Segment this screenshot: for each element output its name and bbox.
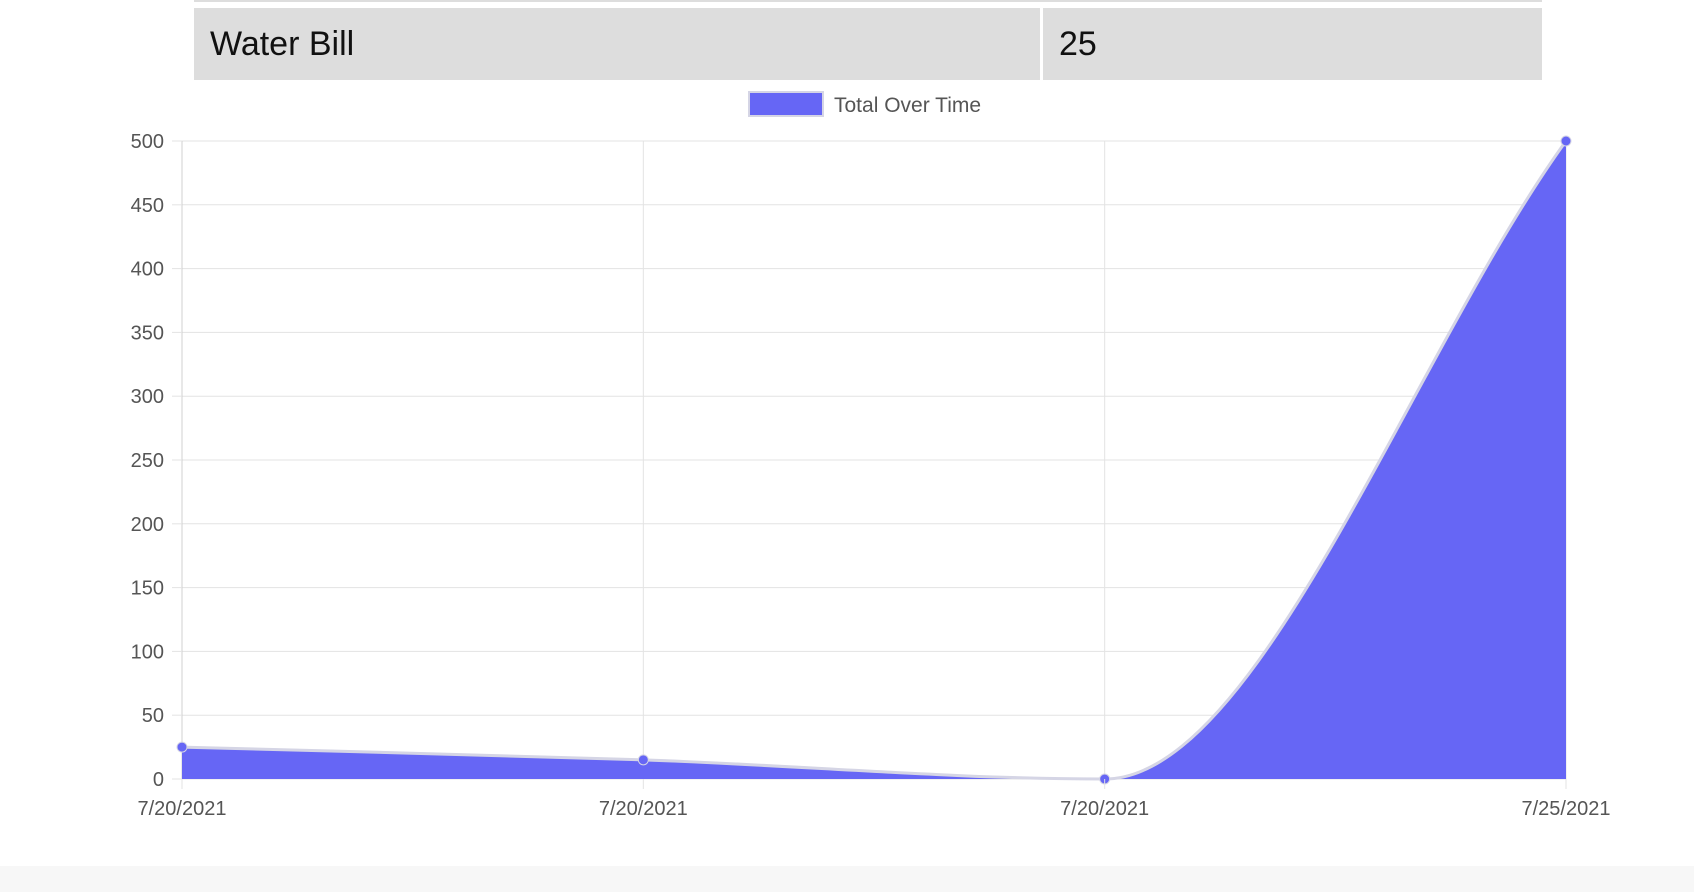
- x-tick-label: 7/20/2021: [1060, 798, 1149, 820]
- y-tick-label: 50: [142, 705, 164, 727]
- table-cell-name: Water Bill: [194, 8, 1040, 80]
- data-point[interactable]: [637, 754, 649, 766]
- chart-container: 0 50 100 150 200 250 300 350 400 450 500 7/20/2021…: [0, 80, 1694, 840]
- y-tick-label: 250: [131, 450, 164, 472]
- y-tick-label: 400: [131, 259, 164, 281]
- y-tick-label: 0: [153, 769, 164, 791]
- y-tick-label: 500: [131, 131, 164, 153]
- y-axis-ticks: 0 50 100 150 200 250 300 350 400 450 500: [131, 131, 182, 791]
- legend[interactable]: Total Over Time: [748, 91, 981, 117]
- x-tick-label: 7/25/2021: [1522, 798, 1611, 820]
- x-axis-ticks: 7/20/2021 7/20/2021 7/20/2021 7/25/2021: [138, 779, 1611, 820]
- data-points: [176, 135, 1572, 785]
- legend-swatch[interactable]: [748, 91, 824, 117]
- table-cell-value: 25: [1043, 8, 1542, 80]
- line-chart: 0 50 100 150 200 250 300 350 400 450 500 7/20/2021…: [131, 91, 1611, 820]
- series-line: [181, 140, 1568, 781]
- y-tick-label: 300: [131, 386, 164, 408]
- x-tick-label: 7/20/2021: [599, 798, 688, 820]
- y-tick-label: 200: [131, 514, 164, 536]
- y-tick-label: 350: [131, 322, 164, 344]
- area-series: [181, 140, 1568, 781]
- legend-label[interactable]: Total Over Time: [834, 94, 981, 117]
- series-area-fill: [182, 141, 1566, 779]
- table-row: Water Bill 25: [194, 8, 1542, 80]
- transactions-table: Water Bill 25: [194, 0, 1542, 80]
- y-tick-label: 100: [131, 641, 164, 663]
- table-top-row: [194, 0, 1542, 8]
- footer-bar: [0, 866, 1694, 892]
- x-tick-label: 7/20/2021: [138, 798, 227, 820]
- y-tick-label: 150: [131, 578, 164, 600]
- data-point[interactable]: [1560, 135, 1572, 147]
- y-tick-label: 450: [131, 195, 164, 217]
- grid-lines: [181, 140, 1567, 780]
- data-point[interactable]: [176, 741, 188, 753]
